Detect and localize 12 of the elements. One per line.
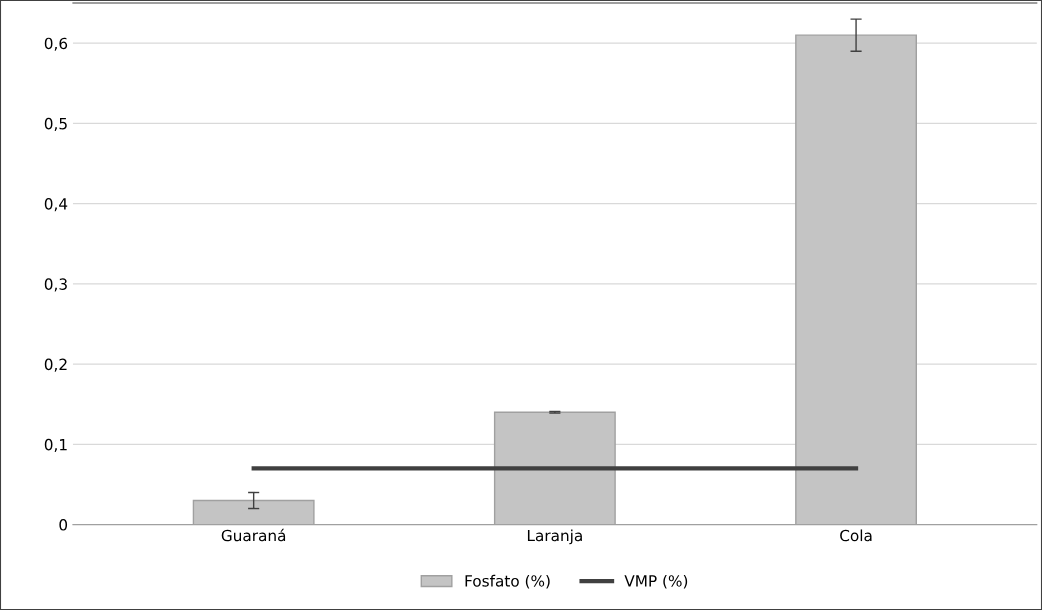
y-tick-label: 0: [59, 519, 68, 531]
y-tick-label: 0,2: [44, 358, 67, 372]
y-tick-label: 0,4: [44, 198, 68, 212]
y-tick-label: 0,5: [44, 117, 67, 131]
y-tick-label: 0,3: [44, 278, 67, 292]
legend-label: VMP (%): [624, 574, 688, 589]
x-tick-label: Cola: [840, 529, 872, 542]
y-tick-label: 0,6: [44, 37, 68, 51]
y-tick-label: 0,1: [44, 438, 67, 452]
legend-label: Fosfato (%): [465, 574, 550, 589]
x-tick-label: Guaraná: [221, 528, 286, 542]
x-tick-label: Laranja: [527, 529, 582, 545]
